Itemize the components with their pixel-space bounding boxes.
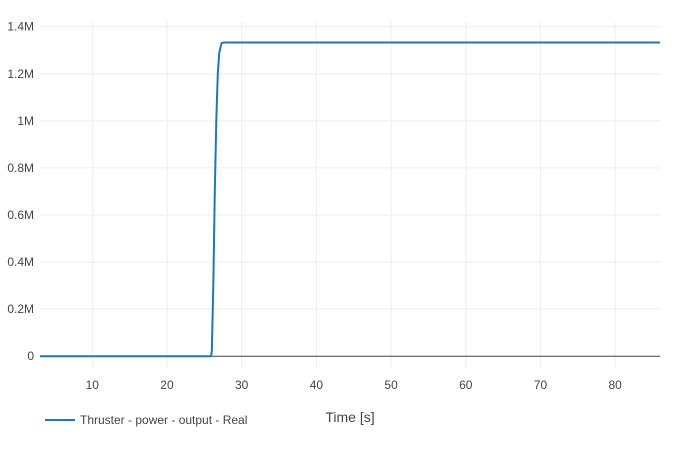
y-tick-label: 1M <box>17 114 34 128</box>
series-line-0 <box>40 41 660 358</box>
grid-lines <box>40 22 660 368</box>
x-tick-label: 10 <box>86 378 100 392</box>
y-tick-label: 1.2M <box>7 67 34 81</box>
y-tick-label: 0 <box>27 349 34 363</box>
legend-label: Thruster - power - output - Real <box>80 413 247 427</box>
tick-labels: 10 20 30 40 50 60 70 80 0 0.2M 0.4M 0.6M 0.8M 1M 1.2M 1… <box>7 20 622 392</box>
x-tick-label: 80 <box>609 378 623 392</box>
x-axis-title: Time [s] <box>325 409 374 425</box>
y-tick-label: 0.4M <box>7 255 34 269</box>
y-tick-label: 0.6M <box>7 208 34 222</box>
series-lines <box>40 41 660 358</box>
y-tick-label: 1.4M <box>7 20 34 34</box>
y-tick-label: 0.8M <box>7 161 34 175</box>
x-tick-label: 70 <box>534 378 548 392</box>
x-tick-label: 20 <box>160 378 174 392</box>
x-tick-label: 60 <box>459 378 473 392</box>
legend[interactable]: Thruster - power - output - Real <box>45 413 247 427</box>
x-tick-label: 40 <box>310 378 324 392</box>
x-tick-label: 30 <box>235 378 249 392</box>
y-tick-label: 0.2M <box>7 302 34 316</box>
x-tick-label: 50 <box>384 378 398 392</box>
